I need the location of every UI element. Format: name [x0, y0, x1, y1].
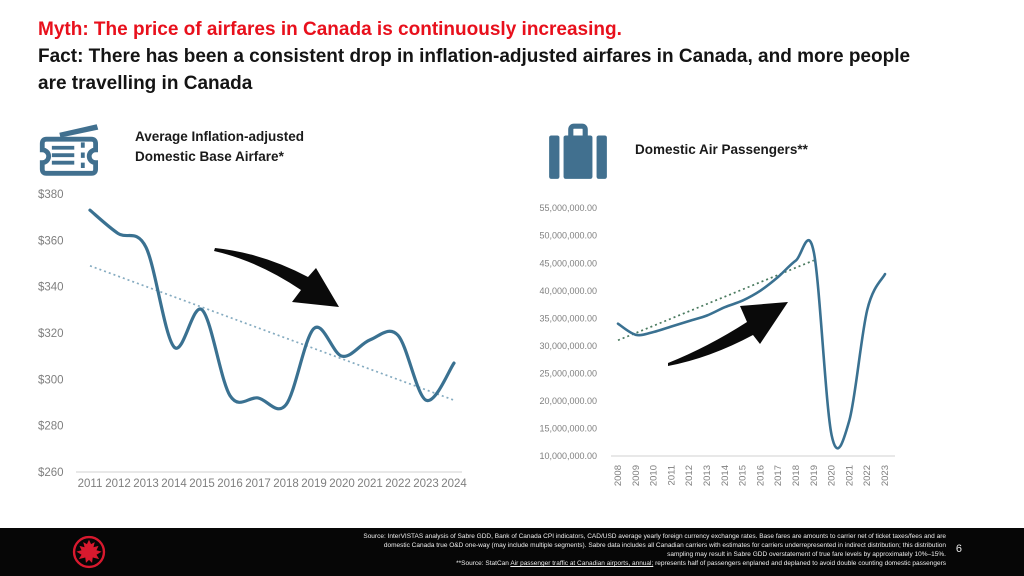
svg-text:35,000,000.00: 35,000,000.00: [539, 313, 597, 323]
source-line-3: sampling may result in Sabre GDD oversta…: [667, 551, 946, 558]
air-canada-maple-leaf-logo: [72, 535, 106, 574]
svg-text:2018: 2018: [791, 465, 802, 486]
svg-text:2023: 2023: [880, 465, 891, 486]
source-line-4-suffix: represents half of passengers enplaned a…: [653, 560, 946, 567]
svg-text:2014: 2014: [161, 478, 187, 490]
svg-text:2018: 2018: [273, 478, 299, 490]
svg-text:2021: 2021: [357, 478, 383, 490]
svg-text:$320: $320: [38, 328, 64, 340]
svg-text:25,000,000.00: 25,000,000.00: [539, 368, 597, 378]
svg-text:2024: 2024: [441, 478, 467, 490]
passengers-chart: 55,000,000.00 50,000,000.00 45,000,000.00 4…: [525, 195, 920, 525]
airfare-chart: $380 $360 $340 $320 $300 $280 $260 2011 2012 2013…: [38, 185, 468, 500]
svg-text:2010: 2010: [649, 465, 660, 486]
source-line-4: **Source: StatCan Air passenger traffic …: [246, 559, 946, 568]
myth-title: Myth: The price of airfares in Canada is…: [38, 19, 622, 40]
svg-text:2016: 2016: [755, 465, 766, 486]
airfare-chart-title: Average Inflation-adjusted Domestic Base…: [135, 129, 305, 164]
svg-text:2015: 2015: [738, 465, 749, 486]
svg-text:2011: 2011: [78, 478, 103, 490]
svg-text:2015: 2015: [189, 478, 215, 490]
footer-bar: Source: InterVISTAS analysis of Sabre GD…: [0, 528, 1024, 576]
source-note: Source: InterVISTAS analysis of Sabre GD…: [246, 532, 946, 568]
svg-text:$260: $260: [38, 467, 64, 479]
source-line-4-prefix: **Source: StatCan: [456, 560, 511, 567]
svg-text:2012: 2012: [684, 465, 695, 486]
svg-text:10,000,000.00: 10,000,000.00: [539, 451, 597, 461]
page-number: 6: [955, 543, 962, 555]
title-block: Myth: The price of airfares in Canada is…: [38, 16, 958, 97]
svg-text:2013: 2013: [702, 465, 713, 486]
svg-text:$280: $280: [38, 421, 64, 433]
svg-text:$360: $360: [38, 235, 64, 247]
svg-text:2011: 2011: [666, 465, 677, 485]
fact-title: Fact: There has been a consistent drop i…: [38, 46, 911, 94]
svg-text:2009: 2009: [631, 465, 642, 486]
svg-text:$340: $340: [38, 282, 64, 294]
upward-trend-arrow-icon: [668, 302, 788, 366]
ticket-icon: [38, 124, 102, 185]
svg-text:2008: 2008: [613, 465, 624, 486]
svg-text:50,000,000.00: 50,000,000.00: [539, 231, 597, 241]
svg-text:2017: 2017: [773, 465, 784, 486]
downward-trend-arrow-icon: [214, 248, 339, 307]
svg-text:2012: 2012: [105, 478, 131, 490]
source-line-1: Source: InterVISTAS analysis of Sabre GD…: [363, 533, 946, 540]
svg-text:2014: 2014: [720, 465, 731, 486]
source-line-2: domestic Canada true O&D one-way (may in…: [383, 542, 946, 549]
svg-text:55,000,000.00: 55,000,000.00: [539, 203, 597, 213]
svg-text:2013: 2013: [133, 478, 159, 490]
airfare-chart-svg: $380 $360 $340 $320 $300 $280 $260 2011 2012 2013…: [38, 189, 467, 490]
svg-text:2021: 2021: [844, 465, 855, 486]
svg-text:2020: 2020: [827, 465, 838, 486]
statcan-link[interactable]: Air passenger traffic at Canadian airpor…: [510, 560, 654, 567]
svg-text:40,000,000.00: 40,000,000.00: [539, 286, 597, 296]
svg-text:2022: 2022: [862, 465, 873, 486]
svg-text:$300: $300: [38, 374, 64, 386]
svg-text:15,000,000.00: 15,000,000.00: [539, 424, 597, 434]
svg-text:30,000,000.00: 30,000,000.00: [539, 341, 597, 351]
svg-text:2020: 2020: [329, 478, 355, 490]
svg-text:$380: $380: [38, 189, 64, 201]
svg-text:2019: 2019: [809, 465, 820, 486]
svg-text:2016: 2016: [217, 478, 243, 490]
svg-text:2023: 2023: [413, 478, 439, 490]
svg-text:2022: 2022: [385, 478, 411, 490]
svg-text:45,000,000.00: 45,000,000.00: [539, 258, 597, 268]
svg-text:2019: 2019: [301, 478, 327, 490]
passengers-chart-svg: 55,000,000.00 50,000,000.00 45,000,000.00 4…: [539, 203, 895, 486]
svg-text:20,000,000.00: 20,000,000.00: [539, 396, 597, 406]
svg-text:2017: 2017: [245, 478, 271, 490]
suitcase-icon: [545, 121, 611, 188]
passengers-chart-title: Domestic Air Passengers**: [635, 142, 808, 157]
